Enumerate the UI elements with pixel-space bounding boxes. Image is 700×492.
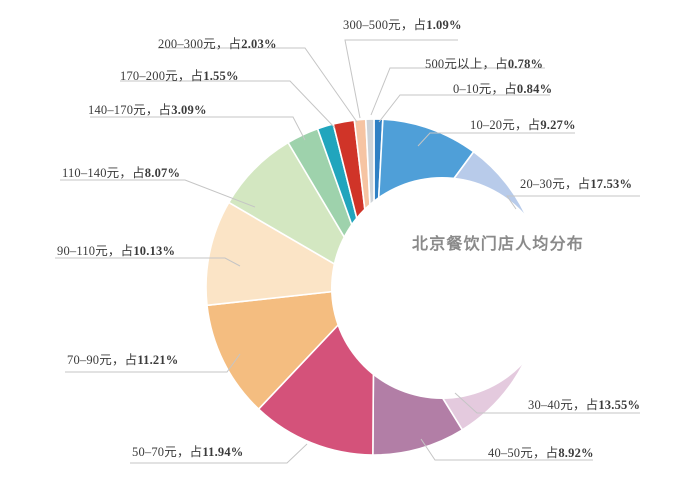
label-percent-value: 0.78% [507, 57, 544, 71]
label-line-200–300元 [158, 47, 358, 123]
slice-label-50–70元: 50–70元，占11.94% [132, 441, 244, 460]
label-range-text: 90–110元，占 [57, 244, 134, 258]
label-percent-value: 17.53% [590, 177, 633, 191]
label-range-text: 500元以上，占 [425, 57, 508, 71]
donut-hole [331, 177, 553, 399]
pie-slice-70–90元 [206, 286, 375, 410]
slice-label-40–50元: 40–50元，占8.92% [488, 442, 594, 461]
label-line-0–10元 [378, 94, 550, 123]
label-range-text: 50–70元，占 [132, 445, 203, 459]
label-percent-value: 13.55% [598, 398, 641, 412]
label-range-text: 200–300元，占 [158, 37, 242, 51]
slice-label-170–200元: 170–200元，占1.55% [120, 65, 239, 84]
slice-label-200–300元: 200–300元，占2.03% [158, 33, 277, 52]
slice-label-500元以上: 500元以上，占0.78% [425, 53, 543, 72]
label-line-110–140元 [60, 179, 256, 208]
label-line-40–50元 [420, 438, 593, 461]
label-percent-value: 3.09% [171, 103, 207, 117]
label-range-text: 300–500元，占 [343, 18, 427, 32]
label-range-text: 110–140元，占 [62, 166, 145, 180]
label-line-500元以上 [370, 67, 545, 116]
label-range-text: 40–50元，占 [488, 446, 559, 460]
label-range-text: 30–40元，占 [528, 398, 599, 412]
label-line-70–90元 [65, 353, 241, 373]
slice-label-90–110元: 90–110元，占10.13% [57, 240, 175, 259]
label-line-50–70元 [130, 443, 308, 464]
chart-title: 北京餐饮门店人均分布 [412, 236, 585, 253]
label-line-10–20元 [417, 132, 575, 147]
label-line-30–40元 [454, 392, 640, 414]
label-percent-value: 1.09% [426, 18, 462, 32]
label-percent-value: 11.21% [137, 353, 179, 367]
label-percent-value: 8.07% [144, 166, 181, 180]
label-line-20–30元 [506, 195, 640, 210]
label-range-text: 20–30元，占 [520, 177, 591, 191]
slice-label-0–10元: 0–10元，占0.84% [453, 78, 552, 97]
slice-label-10–20元: 10–20元，占9.27% [470, 114, 576, 133]
label-range-text: 170–200元，占 [120, 69, 204, 83]
label-range-text: 10–20元，占 [470, 118, 541, 132]
label-line-170–200元 [120, 80, 336, 129]
label-percent-value: 11.94% [202, 445, 244, 459]
label-percent-value: 10.13% [133, 244, 176, 258]
slice-label-140–170元: 140–170元，占3.09% [88, 99, 207, 118]
label-line-90–110元 [55, 257, 241, 267]
slice-label-110–140元: 110–140元，占8.07% [62, 162, 180, 181]
label-percent-value: 1.55% [203, 69, 239, 83]
label-percent-value: 8.92% [558, 446, 594, 460]
label-range-text: 0–10元，占 [453, 82, 517, 96]
label-percent-value: 2.03% [241, 37, 277, 51]
slice-label-300–500元: 300–500元，占1.09% [343, 14, 462, 33]
slice-label-20–30元: 20–30元，占17.53% [520, 173, 632, 192]
label-percent-value: 9.27% [540, 118, 576, 132]
label-line-140–170元 [90, 116, 306, 141]
slice-label-30–40元: 30–40元，占13.55% [528, 394, 640, 413]
label-line-300–500元 [344, 39, 458, 119]
label-range-text: 140–170元，占 [88, 103, 172, 117]
label-range-text: 70–90元，占 [67, 353, 138, 367]
label-percent-value: 0.84% [516, 82, 553, 96]
slice-label-70–90元: 70–90元，占11.21% [67, 349, 179, 368]
